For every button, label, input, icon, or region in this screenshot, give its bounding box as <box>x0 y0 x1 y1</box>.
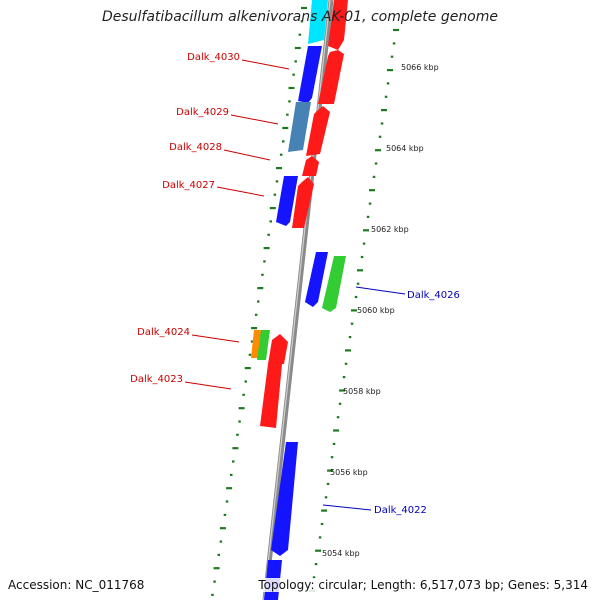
gene-label-dalk-4028[interactable]: Dalk_4028 <box>169 142 222 153</box>
gene-red-top <box>328 0 348 50</box>
gene-dalk-4023 <box>260 364 282 428</box>
left-tick-track <box>211 6 307 597</box>
topology-text: Topology: circular; Length: 6,517,073 bp… <box>256 578 590 592</box>
gene-dalk-4024-green <box>257 330 270 360</box>
gene-label-dalk-4024[interactable]: Dalk_4024 <box>137 327 190 338</box>
gene-label-dalk-4022[interactable]: Dalk_4022 <box>374 505 427 516</box>
gene-red-4030-partner <box>318 50 344 104</box>
gene-red-4024-partner <box>268 334 288 364</box>
scale-label-5056: 5056 kbp <box>330 468 368 477</box>
gene-dalk-4030 <box>298 46 322 103</box>
gene-dalk-4024-orange <box>251 330 262 358</box>
gene-cyan-top <box>308 0 328 44</box>
gene-label-dalk-4026[interactable]: Dalk_4026 <box>407 290 460 301</box>
gene-dalk-4027 <box>276 176 298 226</box>
genome-backbone-highlight <box>263 0 331 601</box>
scale-label-5054: 5054 kbp <box>322 549 360 558</box>
scale-label-5066: 5066 kbp <box>401 63 439 72</box>
scale-label-5064: 5064 kbp <box>386 144 424 153</box>
gene-dalk-4026-green <box>322 256 346 312</box>
accession-text: Accession: NC_011768 <box>8 578 145 592</box>
scale-label-5060: 5060 kbp <box>357 306 395 315</box>
gene-dalk-4028 <box>302 156 319 176</box>
gene-label-dalk-4030[interactable]: Dalk_4030 <box>187 52 240 63</box>
gene-label-dalk-4029[interactable]: Dalk_4029 <box>176 107 229 118</box>
gene-dalk-4026-blue <box>305 252 328 307</box>
scale-label-5062: 5062 kbp <box>371 225 409 234</box>
gene-label-dalk-4023[interactable]: Dalk_4023 <box>130 374 183 385</box>
gene-red-4027-partner <box>292 177 314 228</box>
gene-label-dalk-4027[interactable]: Dalk_4027 <box>162 180 215 191</box>
gene-red-4029-partner <box>306 106 330 156</box>
scale-label-5058: 5058 kbp <box>343 387 381 396</box>
gene-dalk-4029 <box>288 102 311 152</box>
gene-labels: Dalk_4030 Dalk_4029 Dalk_4028 Dalk_4027 … <box>130 52 460 516</box>
scale-labels: 5066 kbp 5064 kbp 5062 kbp 5060 kbp 5058… <box>322 63 439 558</box>
label-leaders <box>184 59 406 511</box>
genome-title: Desulfatibacillum alkenivorans AK-01, co… <box>101 9 499 25</box>
gene-blue-lower <box>271 442 298 556</box>
